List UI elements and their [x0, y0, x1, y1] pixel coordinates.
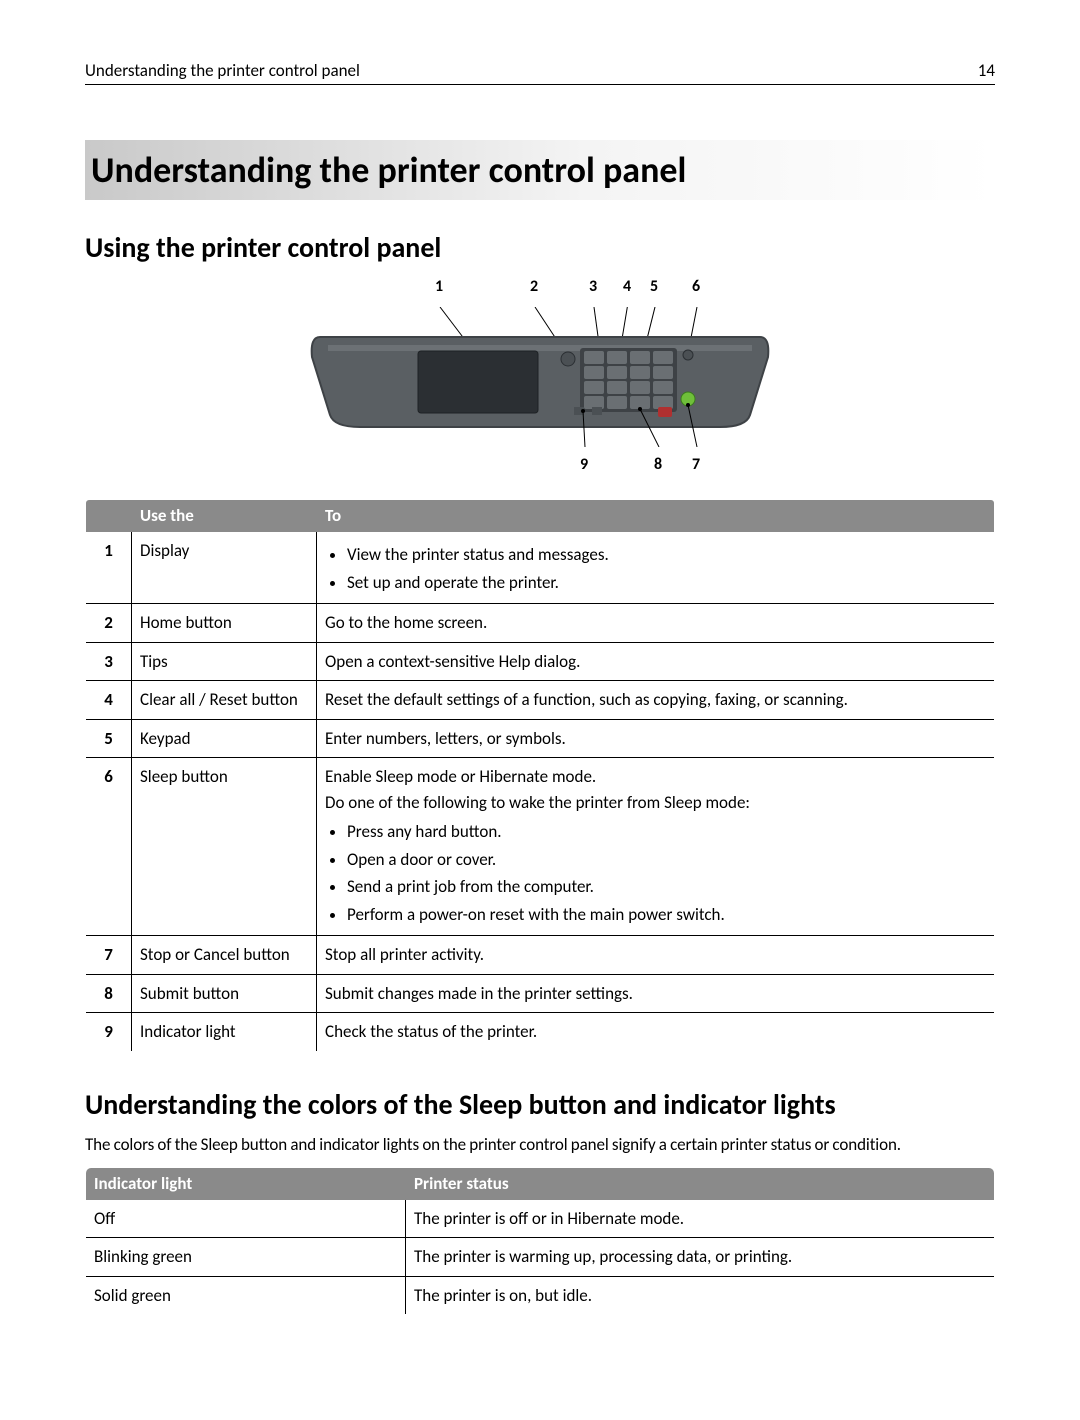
row-to: Enter numbers, letters, or symbols.	[317, 719, 995, 758]
th-to: To	[317, 500, 995, 532]
table-row: 7Stop or Cancel buttonStop all printer a…	[86, 936, 995, 975]
figure-top-callouts: 1 2 3 4 5 6	[300, 277, 780, 307]
th-indicator: Indicator light	[86, 1167, 406, 1199]
row-name: Tips	[132, 642, 317, 681]
row-name: Sleep button	[132, 758, 317, 936]
row-to: Open a context-sensitive Help dialog.	[317, 642, 995, 681]
row-to: Check the status of the printer.	[317, 1013, 995, 1052]
indicator-light-table: Indicator light Printer status OffThe pr…	[85, 1167, 995, 1316]
control-panel-figure: 1 2 3 4 5 6 9 8 7	[300, 277, 780, 481]
row-name: Clear all / Reset button	[132, 681, 317, 720]
section-b-body: The colors of the Sleep button and indic…	[85, 1134, 995, 1155]
row-num: 2	[86, 604, 132, 643]
row-to: Go to the home screen.	[317, 604, 995, 643]
table-row: 4Clear all / Reset buttonReset the defau…	[86, 681, 995, 720]
row-name: Display	[132, 532, 317, 604]
row-name: Keypad	[132, 719, 317, 758]
callout-1: 1	[435, 277, 443, 296]
page-title: Understanding the printer control panel	[85, 140, 995, 200]
callout-4: 4	[623, 277, 631, 296]
cell-indicator: Off	[86, 1199, 406, 1238]
callout-2: 2	[530, 277, 538, 296]
row-num: 8	[86, 974, 132, 1013]
callout-6: 6	[692, 277, 700, 296]
callout-7: 7	[692, 455, 700, 474]
control-panel-illustration	[300, 307, 780, 447]
table-row: 9Indicator lightCheck the status of the …	[86, 1013, 995, 1052]
table-row: Blinking greenThe printer is warming up,…	[86, 1238, 995, 1277]
th-use: Use the	[132, 500, 317, 532]
row-num: 5	[86, 719, 132, 758]
row-num: 3	[86, 642, 132, 681]
row-num: 7	[86, 936, 132, 975]
running-head-page: 14	[978, 60, 995, 81]
row-to: Enable Sleep mode or Hibernate mode.Do o…	[317, 758, 995, 936]
row-to: Submit changes made in the printer setti…	[317, 974, 995, 1013]
th-blank	[86, 500, 132, 532]
th-status: Printer status	[406, 1167, 995, 1199]
row-name: Indicator light	[132, 1013, 317, 1052]
section-b-title: Understanding the colors of the Sleep bu…	[85, 1087, 995, 1122]
row-to: Reset the default settings of a function…	[317, 681, 995, 720]
callout-8: 8	[654, 455, 662, 474]
table-row: Solid greenThe printer is on, but idle.	[86, 1276, 995, 1315]
row-num: 4	[86, 681, 132, 720]
cell-indicator: Blinking green	[86, 1238, 406, 1277]
section-a-title: Using the printer control panel	[85, 230, 995, 265]
table-row: 2Home buttonGo to the home screen.	[86, 604, 995, 643]
figure-bottom-callouts: 9 8 7	[300, 455, 780, 481]
table-row: 5KeypadEnter numbers, letters, or symbol…	[86, 719, 995, 758]
table-row: OffThe printer is off or in Hibernate mo…	[86, 1199, 995, 1238]
cell-indicator: Solid green	[86, 1276, 406, 1315]
control-panel-table: Use the To 1DisplayView the printer stat…	[85, 499, 995, 1052]
row-to: View the printer status and messages.Set…	[317, 532, 995, 604]
callout-5: 5	[650, 277, 658, 296]
table-row: 1DisplayView the printer status and mess…	[86, 532, 995, 604]
callout-3: 3	[589, 277, 597, 296]
running-head-title: Understanding the printer control panel	[85, 60, 360, 81]
row-num: 9	[86, 1013, 132, 1052]
running-head: Understanding the printer control panel …	[85, 60, 995, 85]
callout-9: 9	[580, 455, 588, 474]
row-name: Stop or Cancel button	[132, 936, 317, 975]
row-num: 1	[86, 532, 132, 604]
cell-status: The printer is on, but idle.	[406, 1276, 995, 1315]
table-row: 3TipsOpen a context-sensitive Help dialo…	[86, 642, 995, 681]
row-name: Submit button	[132, 974, 317, 1013]
cell-status: The printer is warming up, processing da…	[406, 1238, 995, 1277]
table-row: 8Submit buttonSubmit changes made in the…	[86, 974, 995, 1013]
row-num: 6	[86, 758, 132, 936]
cell-status: The printer is off or in Hibernate mode.	[406, 1199, 995, 1238]
table-row: 6Sleep buttonEnable Sleep mode or Hibern…	[86, 758, 995, 936]
row-name: Home button	[132, 604, 317, 643]
row-to: Stop all printer activity.	[317, 936, 995, 975]
